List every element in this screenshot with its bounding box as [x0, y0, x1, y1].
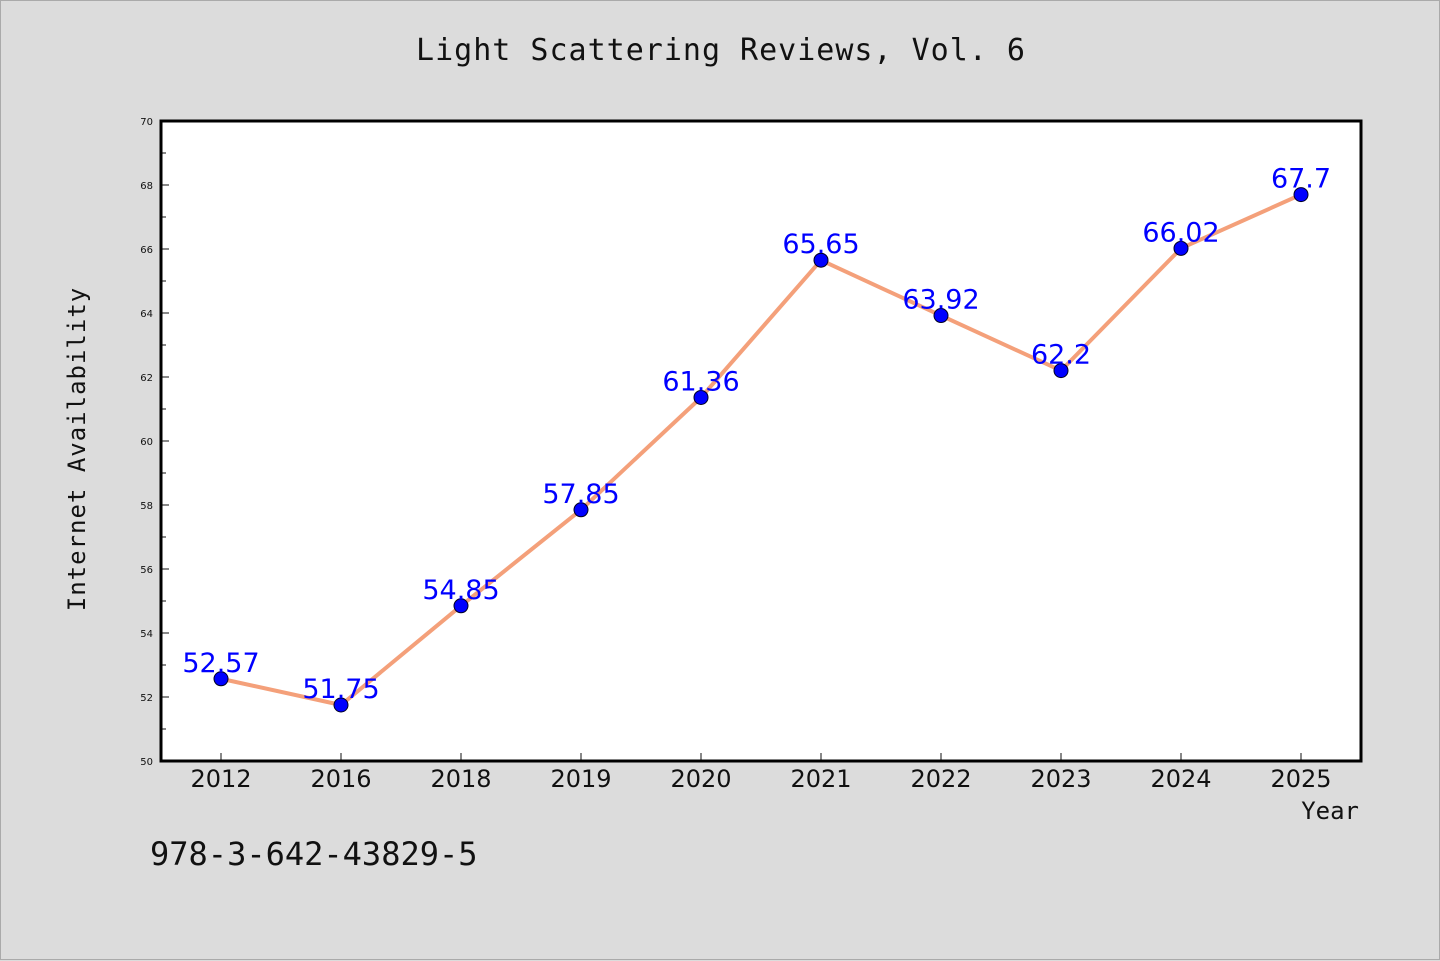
- x-tick-label: 2020: [670, 765, 731, 793]
- x-tick-label: 2016: [310, 765, 371, 793]
- data-label: 52.57: [182, 648, 259, 679]
- series-line: [219, 192, 1303, 707]
- y-tick-label: 68: [140, 181, 153, 192]
- footer-isbn: 978-3-642-43829-5: [150, 835, 478, 873]
- x-tick-label: 2018: [430, 765, 491, 793]
- data-label: 61.36: [662, 366, 739, 397]
- x-axis-label: Year: [1301, 797, 1359, 825]
- data-label: 66.02: [1142, 217, 1219, 248]
- x-tick-label: 2021: [790, 765, 851, 793]
- y-tick-label: 58: [140, 501, 153, 512]
- y-tick-label: 66: [140, 245, 153, 256]
- data-label: 65.65: [782, 229, 859, 260]
- data-point: [813, 252, 829, 268]
- data-point: [573, 502, 589, 518]
- data-label: 54.85: [422, 575, 499, 606]
- data-point: [333, 697, 349, 713]
- data-point: [1173, 240, 1189, 256]
- y-tick-label: 56: [140, 565, 153, 576]
- x-tick-label: 2019: [550, 765, 611, 793]
- plot-frame: [159, 119, 1363, 763]
- data-point: [1053, 363, 1069, 379]
- data-label: 51.75: [302, 674, 379, 705]
- y-tick-label: 52: [140, 693, 153, 704]
- y-tick-label: 62: [140, 373, 153, 384]
- y-tick-label: 64: [140, 309, 153, 320]
- data-label: 67.7: [1271, 164, 1331, 195]
- y-tick-label: 54: [140, 629, 153, 640]
- y-tick-label: 70: [140, 117, 153, 128]
- data-point: [693, 389, 709, 405]
- chart-title: Light Scattering Reviews, Vol. 6: [416, 33, 1026, 68]
- data-label: 63.92: [902, 285, 979, 316]
- x-tick-label: 2023: [1030, 765, 1091, 793]
- data-point: [933, 308, 949, 324]
- data-label: 62.2: [1031, 340, 1091, 371]
- data-point: [453, 598, 469, 614]
- x-tick-label: 2012: [190, 765, 251, 793]
- x-tick-label: 2024: [1150, 765, 1211, 793]
- x-tick-label: 2022: [910, 765, 971, 793]
- data-point: [1293, 187, 1309, 203]
- data-label: 57.85: [542, 479, 619, 510]
- y-tick-label: 60: [140, 437, 153, 448]
- x-tick-label: 2025: [1270, 765, 1331, 793]
- plot-background: [161, 121, 1361, 761]
- y-tick-label: 50: [140, 757, 153, 768]
- data-point: [213, 671, 229, 687]
